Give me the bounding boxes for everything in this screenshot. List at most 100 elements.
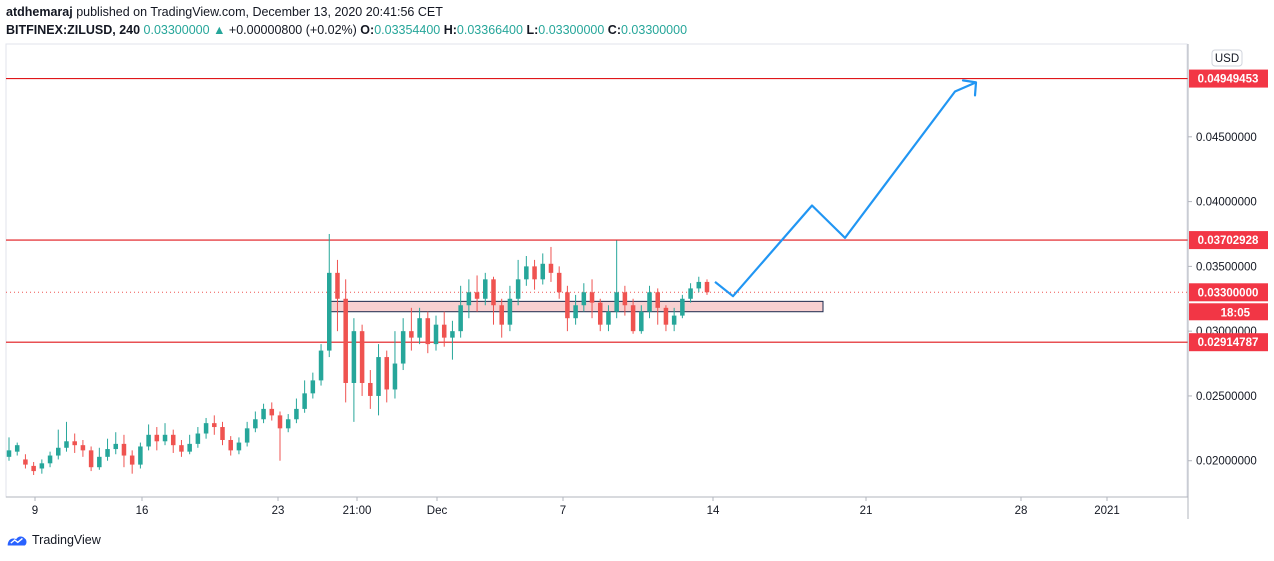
published-text: published on TradingView.com, December 1… — [76, 5, 443, 19]
close-label: C: — [607, 23, 621, 37]
candle-body — [368, 382, 373, 396]
candle — [573, 294, 578, 325]
low-value: 0.03300000 — [538, 23, 605, 37]
candles-layer — [6, 233, 710, 475]
candle — [277, 411, 283, 461]
level-price-label-bg — [1189, 69, 1268, 88]
candle — [425, 311, 431, 354]
level-price-label: 0.02914787 — [1198, 337, 1259, 349]
last-price: 0.03300000 — [143, 23, 210, 37]
candle-body — [671, 315, 677, 325]
candle — [318, 344, 324, 386]
candle-body — [441, 324, 447, 338]
candle — [72, 433, 77, 453]
candle — [680, 294, 685, 319]
candle — [244, 421, 250, 447]
x-tick-label: 28 — [1015, 505, 1028, 517]
x-tick-label: Dec — [427, 505, 448, 517]
candle-body — [335, 272, 340, 299]
candle — [310, 372, 316, 399]
author-name[interactable]: atdhemaraj — [6, 5, 73, 19]
candle-body — [392, 363, 398, 390]
candle — [294, 398, 299, 424]
candle-body — [327, 272, 332, 351]
candle — [146, 424, 151, 451]
candle-body — [31, 465, 36, 472]
projection-layer[interactable] — [714, 79, 978, 298]
horizontal-levels[interactable] — [6, 77, 1188, 343]
axes-layer: 0.020000000.025000000.030000000.03500000… — [6, 44, 1257, 519]
candle — [671, 307, 677, 332]
x-tick-label: 21 — [860, 505, 873, 517]
candle-body — [491, 279, 496, 306]
candle — [384, 350, 389, 403]
open-label: O: — [360, 23, 375, 37]
candle-body — [450, 331, 455, 338]
candle-body — [195, 433, 201, 444]
candle — [6, 437, 12, 461]
candle-body — [581, 292, 587, 306]
candle — [540, 253, 546, 285]
candle-body — [351, 331, 357, 383]
candle — [343, 279, 348, 403]
candle-body — [212, 423, 217, 428]
candle — [187, 434, 192, 455]
candle-body — [80, 445, 86, 451]
current-price-label-bg — [1189, 283, 1268, 302]
candle-body — [614, 292, 619, 312]
price-labels-layer: 0.04949453 0.03702928 0.02914787 0.03300000… — [1189, 69, 1268, 352]
chart-header: atdhemaraj published on TradingView.com,… — [6, 4, 687, 38]
candle — [170, 429, 176, 453]
candle-body — [39, 463, 45, 469]
candle — [433, 315, 439, 351]
candle-body — [663, 307, 669, 325]
candle-body — [228, 439, 233, 451]
candle-body — [655, 292, 660, 308]
candle — [212, 415, 217, 435]
candle — [47, 451, 53, 468]
y-tick-label: 0.04500000 — [1196, 132, 1257, 144]
candle — [154, 427, 160, 451]
candle — [359, 324, 365, 396]
candle — [400, 318, 406, 371]
open-value: 0.03354400 — [374, 23, 441, 37]
candle — [589, 279, 595, 319]
projection-arrow-path — [714, 81, 977, 298]
symbol-name[interactable]: BITFINEX:ZILUSD, 240 — [6, 23, 141, 37]
candle-body — [236, 442, 242, 451]
level-price-label: 0.04949453 — [1198, 74, 1259, 86]
brand-name[interactable]: TradingView — [32, 533, 101, 547]
candle-body — [630, 305, 636, 332]
candle — [253, 411, 258, 433]
candle-body — [244, 428, 250, 443]
candle-body — [56, 447, 61, 456]
candle — [302, 380, 307, 413]
candle — [392, 331, 398, 399]
x-tick-label: 7 — [560, 505, 566, 517]
candle-body — [269, 408, 275, 416]
x-tick-label: 2021 — [1094, 505, 1120, 517]
candle — [458, 285, 463, 338]
candle — [195, 427, 201, 448]
candle-body — [129, 455, 135, 465]
candle-body — [540, 263, 546, 280]
candle — [376, 344, 381, 416]
candle-body — [261, 408, 266, 420]
candle-body — [162, 434, 168, 442]
price-change: +0.00000800 (+0.02%) — [228, 23, 357, 37]
candle — [88, 446, 94, 472]
candle — [121, 434, 127, 468]
candle — [663, 305, 669, 332]
candle — [565, 285, 570, 332]
low-label: L: — [526, 23, 539, 37]
candle-body — [704, 281, 710, 293]
candle-body — [14, 445, 20, 452]
candle-body — [187, 443, 192, 452]
candle-body — [573, 305, 578, 319]
tradingview-logo-icon[interactable] — [6, 533, 28, 547]
publish-line: atdhemaraj published on TradingView.com,… — [6, 4, 687, 20]
candle — [269, 402, 275, 421]
currency-button — [1211, 49, 1243, 67]
candle-body — [548, 263, 554, 273]
